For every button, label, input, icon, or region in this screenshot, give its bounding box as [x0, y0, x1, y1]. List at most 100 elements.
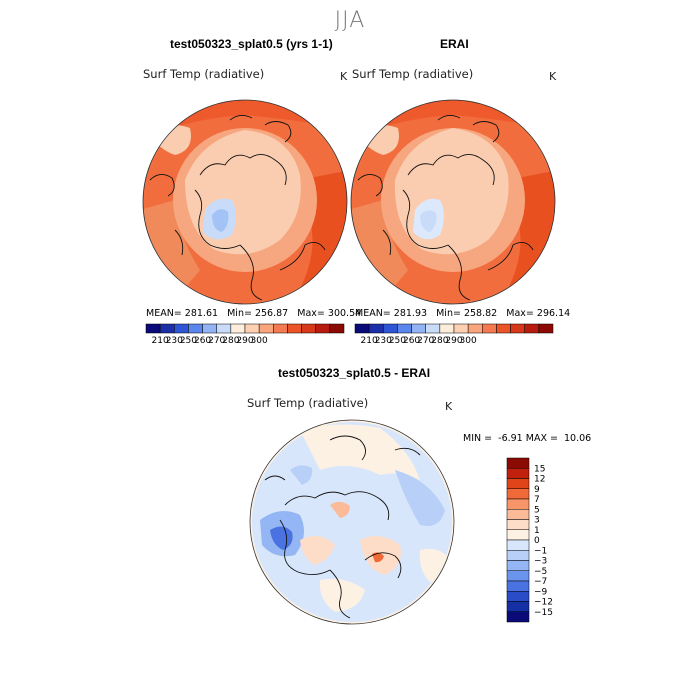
- season-title: JJA: [334, 8, 366, 33]
- diff-colorbar-tick: 15: [534, 464, 545, 474]
- model-variable: Surf Temp (radiative): [143, 67, 265, 81]
- obs-colorbar-tick: 300: [460, 336, 477, 346]
- model-min-value: 256.87: [254, 308, 289, 319]
- diff-colorbar-box: [506, 529, 530, 541]
- model-colorbar-tick: 300: [251, 336, 268, 346]
- diff-colorbar-box: [506, 478, 530, 489]
- obs-mean-label: MEAN=: [355, 308, 391, 319]
- model-colorbar-tick: 230: [166, 336, 183, 346]
- diff-colorbar-box: [506, 519, 530, 530]
- obs-colorbar-tick: 280: [431, 336, 448, 346]
- diff-title: test050323_splat0.5 - ERAI: [278, 366, 431, 380]
- obs-colorbar-tick: 290: [445, 336, 462, 346]
- obs-colorbar-box: [368, 323, 384, 334]
- model-colorbar-box: [273, 323, 288, 334]
- diff-colorbar-tick: −3: [534, 557, 547, 567]
- diff-colorbar-box: [506, 457, 530, 469]
- model-colorbar-box: [145, 323, 161, 334]
- obs-mean-value: 281.93: [393, 308, 428, 319]
- diff-colorbar-tick: −15: [534, 608, 553, 618]
- obs-colorbar-box: [397, 323, 412, 334]
- obs-colorbar-box: [453, 323, 469, 334]
- diff-colorbar-tick: −7: [534, 577, 547, 587]
- obs-colorbar-box: [354, 323, 370, 334]
- diff-colorbar-tick: 12: [534, 475, 545, 485]
- diff-stats: MIN = -6.91 MAX = 10.06: [463, 433, 591, 444]
- obs-colorbar-tick: 210: [361, 336, 378, 346]
- diff-colorbar-tick: −1: [534, 546, 547, 556]
- model-max-value: 300.54: [327, 308, 362, 319]
- obs-colorbar-box: [510, 323, 525, 334]
- obs-colorbar-tick: 250: [389, 336, 406, 346]
- model-colorbar-box: [329, 323, 345, 334]
- model-title: test050323_splat0.5 (yrs 1-1): [170, 37, 333, 51]
- diff-units: K: [445, 400, 453, 413]
- diff-colorbar-box: [506, 539, 530, 551]
- obs-colorbar-box: [496, 323, 511, 334]
- model-colorbar-box: [301, 323, 316, 334]
- obs-min-value: 258.82: [463, 308, 498, 319]
- diff-colorbar-box: [506, 570, 530, 582]
- obs-colorbar-box: [524, 323, 540, 334]
- model-colorbar-tick: 260: [194, 336, 211, 346]
- obs-max-value: 296.14: [536, 308, 571, 319]
- diff-min-label: MIN =: [463, 433, 493, 444]
- model-colorbar-box: [188, 323, 203, 334]
- obs-map: [350, 99, 556, 305]
- diff-max-value: 10.06: [564, 433, 592, 444]
- model-colorbar-box: [174, 323, 189, 334]
- diff-colorbar-box: [506, 509, 530, 520]
- model-units: K: [340, 70, 348, 83]
- diff-colorbar-box: [506, 601, 530, 612]
- diff-colorbar-box: [506, 550, 530, 561]
- diff-map: [249, 419, 455, 625]
- obs-colorbar-tick: 260: [403, 336, 420, 346]
- model-map: [142, 99, 348, 305]
- model-colorbar-box: [258, 323, 274, 334]
- model-colorbar-box: [287, 323, 302, 334]
- model-colorbar-tick: 280: [222, 336, 239, 346]
- obs-colorbar-box: [467, 323, 483, 334]
- obs-colorbar-box: [425, 323, 441, 334]
- diff-colorbar-tick: 5: [534, 505, 540, 515]
- model-colorbar-box: [244, 323, 260, 334]
- obs-colorbar-box: [383, 323, 398, 334]
- diff-colorbar-tick: 0: [534, 536, 540, 546]
- model-colorbar-tick: 270: [208, 336, 225, 346]
- model-mean-label: MEAN=: [146, 308, 182, 319]
- diff-variable: Surf Temp (radiative): [247, 396, 369, 410]
- diff-colorbar-tick: 1: [534, 526, 540, 536]
- obs-colorbar-box: [439, 323, 455, 334]
- diff-colorbar-box: [506, 591, 530, 602]
- diff-colorbar-box: [506, 611, 530, 623]
- obs-max-label: Max=: [506, 308, 534, 319]
- obs-colorbar-tick: 230: [375, 336, 392, 346]
- obs-colorbar-tick: 270: [417, 336, 434, 346]
- model-colorbar-box: [159, 323, 175, 334]
- diff-colorbar-box: [506, 498, 530, 510]
- model-stats: MEAN= 281.61 Min= 256.87 Max= 300.54: [146, 308, 361, 319]
- diff-colorbar-tick: 3: [534, 516, 540, 526]
- obs-colorbar-box: [482, 323, 497, 334]
- diff-colorbar-tick: −12: [534, 598, 553, 608]
- obs-min-label: Min=: [436, 308, 461, 319]
- obs-units: K: [549, 70, 557, 83]
- model-min-label: Min=: [227, 308, 252, 319]
- obs-colorbar-box: [411, 323, 426, 334]
- diff-min-value: -6.91: [498, 433, 523, 444]
- diff-colorbar-tick: 9: [534, 485, 540, 495]
- model-colorbar-box: [315, 323, 331, 334]
- diff-max-label: MAX =: [525, 433, 558, 444]
- obs-title: ERAI: [440, 37, 469, 51]
- model-colorbar-tick: 210: [152, 336, 169, 346]
- model-colorbar-tick: 290: [236, 336, 253, 346]
- diff-colorbar-tick: 7: [534, 495, 540, 505]
- model-mean-value: 281.61: [184, 308, 219, 319]
- diff-colorbar-box: [506, 580, 530, 592]
- model-colorbar-box: [230, 323, 246, 334]
- model-colorbar-tick: 250: [180, 336, 197, 346]
- model-max-label: Max=: [297, 308, 325, 319]
